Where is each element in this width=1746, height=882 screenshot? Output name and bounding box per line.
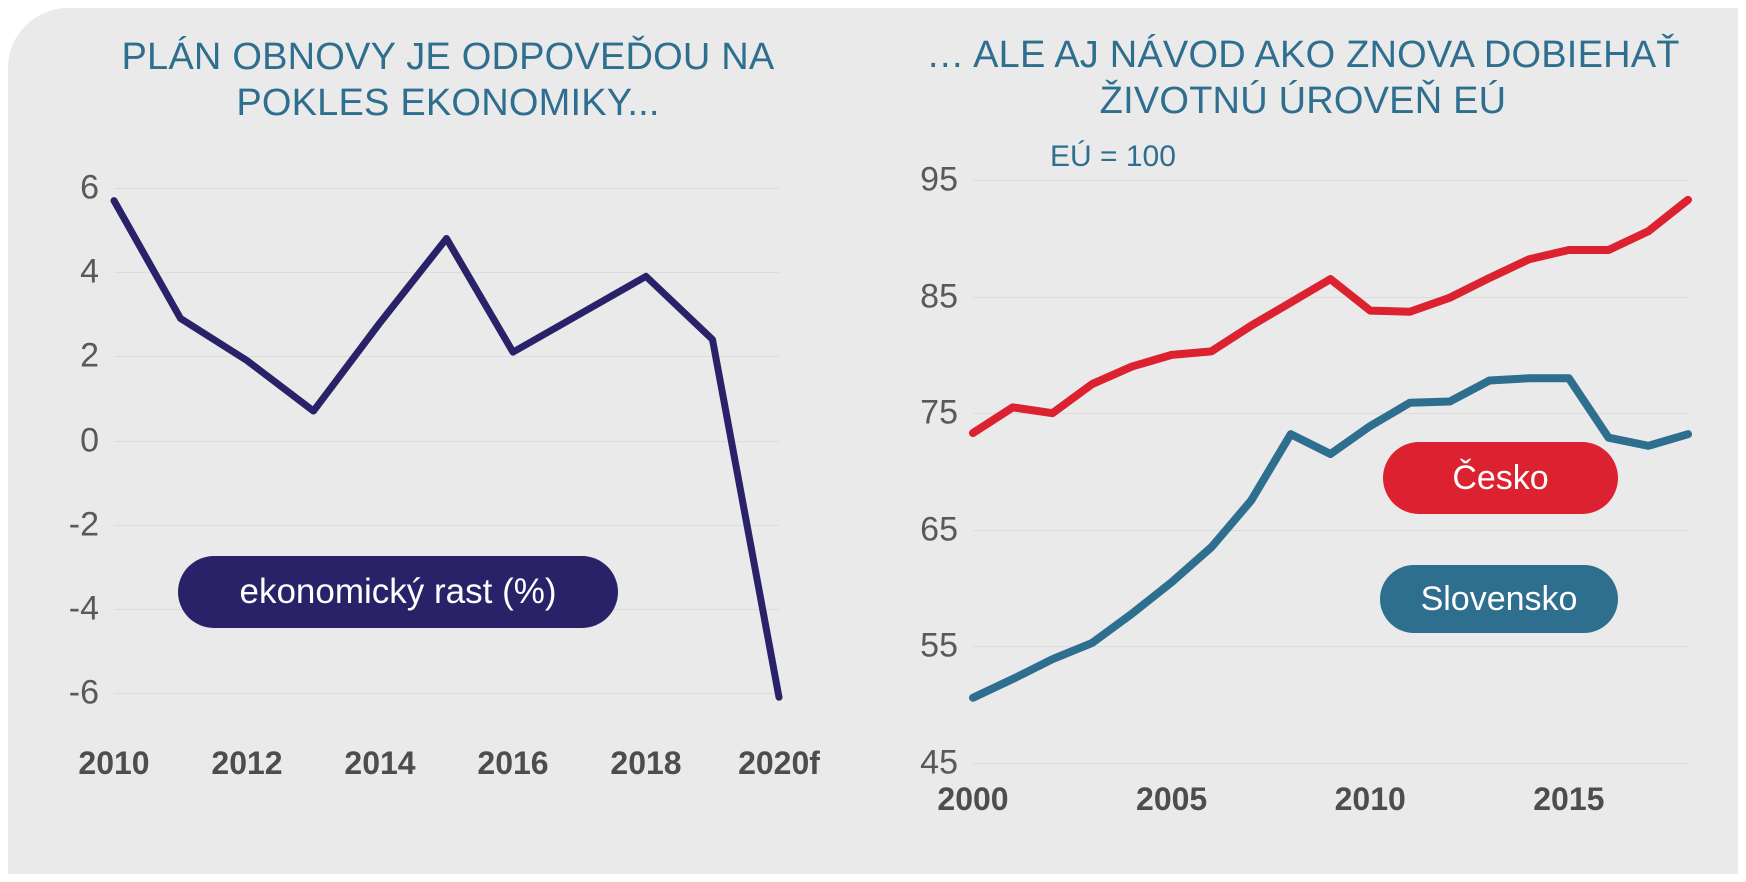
x-axis-tick-label: 2015 bbox=[1533, 781, 1605, 817]
x-axis-tick-label: 2010 bbox=[1334, 781, 1406, 817]
y-axis-tick-label: 85 bbox=[920, 277, 958, 316]
gridline bbox=[973, 763, 1688, 764]
right-series-lines bbox=[969, 195, 1692, 702]
gridline bbox=[973, 413, 1688, 415]
right-chart-title: … ALE AJ NÁVOD AKO ZNOVA DOBIEHAŤ ŽIVOTN… bbox=[926, 34, 1680, 123]
legend-pill-economic-growth[interactable]: ekonomický rast (%) bbox=[178, 556, 618, 628]
gridline bbox=[114, 188, 779, 189]
x-axis-tick-label: 2010 bbox=[78, 745, 150, 781]
left-plot-area: 6 4 2 0 -2 -4 -6 2010 2012 2014 2016 2018 2020f bbox=[44, 148, 834, 782]
gridline bbox=[114, 440, 779, 442]
left-chart-panel: PLÁN OBNOVY JE ODPOVEĎOU NA POKLES EKONO… bbox=[8, 8, 868, 874]
x-axis-tick-label: 2016 bbox=[477, 745, 549, 781]
x-axis-tick-label: 2000 bbox=[937, 781, 1009, 817]
series-line bbox=[969, 195, 1692, 438]
x-axis-tick-label: 2014 bbox=[344, 745, 416, 781]
left-series-lines bbox=[110, 197, 783, 701]
gridline bbox=[973, 646, 1688, 648]
legend-pill-slovensko[interactable]: Slovensko bbox=[1380, 565, 1618, 633]
left-chart-title: PLÁN OBNOVY JE ODPOVEĎOU NA POKLES EKONO… bbox=[121, 36, 775, 125]
x-axis-tick-label: 2018 bbox=[610, 745, 682, 781]
right-plot-area: 95 85 75 65 55 45 2000 2005 2010 2015 bbox=[888, 138, 1718, 817]
slide-canvas: PLÁN OBNOVY JE ODPOVEĎOU NA POKLES EKONO… bbox=[8, 8, 1738, 874]
right-chart-panel: … ALE AJ NÁVOD AKO ZNOVA DOBIEHAŤ ŽIVOTN… bbox=[868, 8, 1738, 874]
y-axis-tick-label: 55 bbox=[920, 626, 958, 665]
gridline bbox=[114, 356, 779, 358]
gridline bbox=[973, 529, 1688, 531]
gridline bbox=[114, 524, 779, 526]
series-line bbox=[969, 374, 1692, 702]
y-axis-tick-label: 0 bbox=[80, 421, 99, 459]
gridline bbox=[973, 296, 1688, 298]
x-axis-tick-label: 2005 bbox=[1136, 781, 1208, 817]
y-axis-tick-label: 6 bbox=[80, 168, 99, 207]
gridline bbox=[973, 180, 1688, 181]
y-axis-tick-label: 4 bbox=[80, 252, 99, 291]
y-axis-tick-label: 65 bbox=[920, 510, 958, 549]
series-line bbox=[110, 197, 783, 701]
gridline bbox=[114, 272, 779, 274]
y-axis-tick-label: 95 bbox=[920, 160, 958, 199]
x-axis-tick-label: 2020f bbox=[738, 745, 820, 781]
y-axis-tick-label: 75 bbox=[920, 393, 958, 432]
y-axis-tick-label: -2 bbox=[68, 505, 99, 544]
y-axis-tick-label: 45 bbox=[920, 743, 958, 782]
y-axis-tick-label: 2 bbox=[80, 336, 99, 375]
legend-pill-cesko[interactable]: Česko bbox=[1383, 442, 1618, 514]
y-axis-tick-label: -6 bbox=[68, 673, 99, 712]
x-axis-tick-label: 2012 bbox=[211, 745, 283, 781]
y-axis-tick-label: -4 bbox=[68, 589, 99, 628]
right-chart-subtitle: EÚ = 100 bbox=[1050, 140, 1176, 173]
gridline bbox=[114, 693, 779, 694]
